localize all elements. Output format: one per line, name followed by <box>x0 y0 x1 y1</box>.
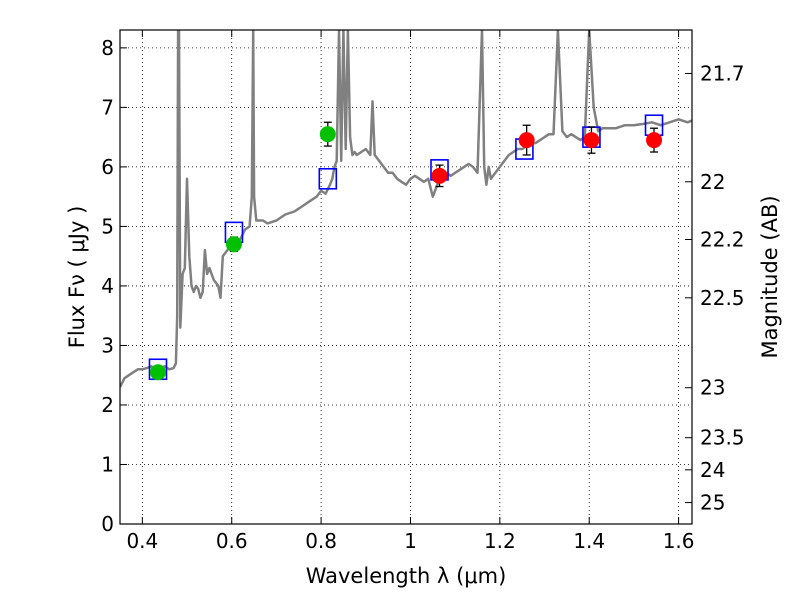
model-square-marker <box>318 167 338 190</box>
model-photometry-series <box>148 114 664 381</box>
y-tick-label: 6 <box>101 155 114 179</box>
data-point <box>149 364 166 381</box>
x-tick-label: 1.6 <box>663 529 695 553</box>
data-point <box>583 132 600 149</box>
y-tick-label: 0 <box>101 512 114 536</box>
data-point <box>518 132 535 149</box>
right-tick-label: 21.7 <box>700 61 745 85</box>
grid-lines <box>120 30 692 525</box>
data-point <box>431 167 448 184</box>
y-tick-label: 1 <box>101 452 114 476</box>
x-tick-label: 1.2 <box>484 529 516 553</box>
data-point <box>319 126 336 143</box>
data-point <box>646 132 663 149</box>
right-tick-label: 23 <box>700 376 725 400</box>
axis-ticks <box>120 30 692 525</box>
y-tick-label: 8 <box>101 36 114 60</box>
x-tick-label: 0.8 <box>305 529 337 553</box>
y-tick-label: 5 <box>101 214 114 238</box>
x-tick-label: 0.4 <box>126 529 158 553</box>
model-sed-series <box>120 30 692 388</box>
y-tick-label: 3 <box>101 333 114 357</box>
observed-photometry-series <box>149 126 663 381</box>
x-tick-label: 1 <box>404 529 417 553</box>
right-tick-label: 25 <box>700 491 725 515</box>
x-tick-labels: 0.4 0.6 0.8 1 1.2 1.4 1.6 <box>126 529 694 553</box>
x-axis-label: Wavelength λ (μm) <box>306 564 507 588</box>
data-point <box>225 236 242 253</box>
x-tick-label: 1.4 <box>573 529 605 553</box>
right-tick-label: 22 <box>700 170 725 194</box>
y-tick-labels: 0 1 2 3 4 5 6 7 8 <box>101 36 114 536</box>
right-tick-label: 24 <box>700 458 725 482</box>
x-tick-label: 0.6 <box>216 529 248 553</box>
right-tick-label: 23.5 <box>700 426 745 450</box>
y-tick-label: 2 <box>101 393 114 417</box>
right-tick-labels: 21.7 22 22.2 22.5 23 23.5 24 25 <box>700 61 745 514</box>
right-axis-label: Magnitude (AB) <box>758 195 782 358</box>
right-tick-label: 22.5 <box>700 286 745 310</box>
y-tick-label: 7 <box>101 95 114 119</box>
y-tick-label: 4 <box>101 274 114 298</box>
plot-frame <box>119 29 693 525</box>
y-axis-label: Flux Fν ( μJy ) <box>65 206 89 349</box>
sed-line <box>120 30 692 388</box>
right-tick-label: 22.2 <box>700 228 745 252</box>
